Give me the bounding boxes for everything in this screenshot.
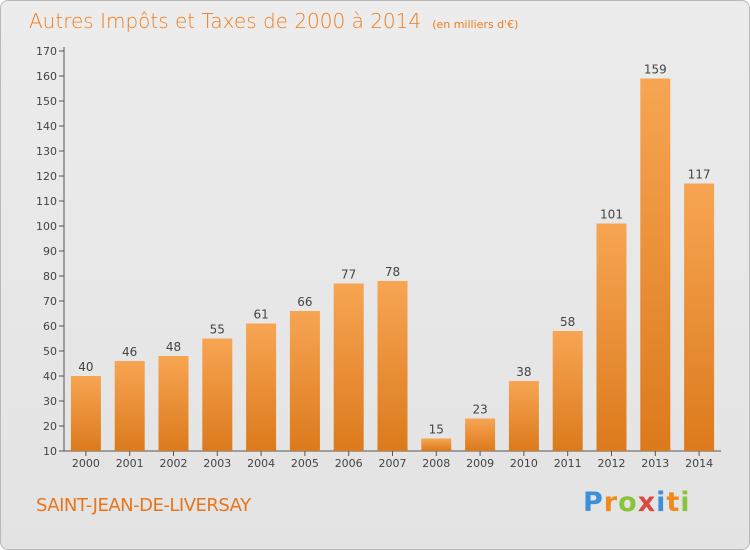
chart-title: Autres Impôts et Taxes de 2000 à 2014 (e… (29, 9, 518, 33)
proxiti-logo[interactable]: Proxiti (583, 487, 691, 518)
chart-labels: 40 2000 46 2001 48 2002 55 2003 61 2004 66 2005 77 20… (72, 63, 713, 471)
y-tick-label: 60 (43, 320, 57, 333)
value-label-2010: 38 (516, 365, 531, 379)
chart-unit-text: (en milliers d'€) (432, 18, 519, 31)
y-tick-label: 10 (43, 445, 57, 458)
value-label-2011: 58 (560, 315, 575, 329)
y-tick-label: 80 (43, 270, 57, 283)
y-tick-label: 160 (36, 70, 57, 83)
x-tick-label-2000: 2000 (72, 457, 100, 470)
x-tick-label-2008: 2008 (422, 457, 450, 470)
y-tick-label: 120 (36, 170, 57, 183)
x-tick-label-2006: 2006 (335, 457, 363, 470)
value-label-2001: 46 (122, 345, 137, 359)
y-tick-label: 20 (43, 420, 57, 433)
value-label-2013: 159 (644, 63, 667, 77)
y-tick-label: 110 (36, 195, 57, 208)
bar-2008 (421, 438, 452, 451)
x-tick-label-2004: 2004 (247, 457, 275, 470)
bar-2010 (508, 381, 539, 451)
x-tick-label-2002: 2002 (160, 457, 188, 470)
y-tick-label: 130 (36, 145, 57, 158)
y-tick-label: 50 (43, 345, 57, 358)
bar-2009 (465, 418, 496, 451)
value-label-2006: 77 (341, 268, 356, 282)
bar-2014 (684, 183, 715, 451)
y-tick-label: 40 (43, 370, 57, 383)
value-label-2012: 101 (600, 208, 623, 222)
bar-2007 (377, 281, 408, 451)
value-label-2000: 40 (78, 360, 93, 374)
y-tick-label: 140 (36, 120, 57, 133)
value-label-2008: 15 (429, 423, 444, 437)
bar-2012 (596, 223, 627, 451)
x-tick-label-2013: 2013 (641, 457, 669, 470)
y-tick-label: 90 (43, 245, 57, 258)
y-tick-label: 100 (36, 220, 57, 233)
bar-2005 (289, 311, 320, 451)
x-tick-label-2003: 2003 (203, 457, 231, 470)
x-tick-label-2007: 2007 (379, 457, 407, 470)
y-tick-label: 30 (43, 395, 57, 408)
value-label-2005: 66 (297, 295, 312, 309)
x-tick-label-2001: 2001 (116, 457, 144, 470)
value-label-2003: 55 (210, 323, 225, 337)
y-tick-label: 70 (43, 295, 57, 308)
bar-2013 (640, 78, 671, 451)
x-tick-label-2012: 2012 (598, 457, 626, 470)
value-label-2002: 48 (166, 340, 181, 354)
value-label-2004: 61 (253, 308, 268, 322)
x-tick-label-2014: 2014 (685, 457, 713, 470)
bar-2011 (552, 331, 583, 451)
y-tick-label: 150 (36, 95, 57, 108)
x-tick-label-2009: 2009 (466, 457, 494, 470)
x-tick-label-2011: 2011 (554, 457, 582, 470)
chart-title-text: Autres Impôts et Taxes de 2000 à 2014 (29, 9, 422, 33)
value-label-2014: 117 (688, 168, 711, 182)
y-tick-label: 170 (36, 45, 57, 58)
x-tick-label-2005: 2005 (291, 457, 319, 470)
bar-2003 (202, 338, 233, 451)
x-tick-label-2010: 2010 (510, 457, 538, 470)
value-label-2009: 23 (472, 403, 487, 417)
bar-2004 (246, 323, 277, 451)
bar-2002 (158, 356, 189, 451)
bar-2001 (114, 361, 145, 451)
bar-2000 (70, 376, 101, 451)
bar-2006 (333, 283, 364, 451)
chart-bars (70, 78, 715, 451)
chart-axes: 10 20 30 40 50 60 70 80 90 100 110 120 130 140 150 160 1… (36, 45, 721, 458)
value-label-2007: 78 (385, 265, 400, 279)
town-name: SAINT-JEAN-DE-LIVERSAY (36, 495, 251, 516)
